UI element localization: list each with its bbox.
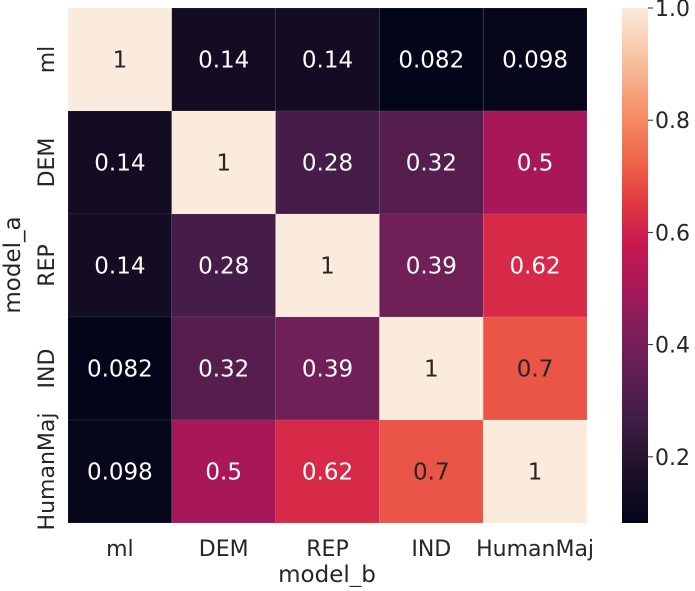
heatmap-cell xyxy=(482,213,588,318)
cell-annotation: 1 xyxy=(216,151,231,177)
heatmap-cell xyxy=(67,316,173,421)
cell-annotation: 0.5 xyxy=(517,151,554,177)
cell-annotation: 0.14 xyxy=(198,48,249,74)
heatmap-cell xyxy=(379,316,484,421)
y-axis-label: model_a xyxy=(0,216,26,313)
cell-annotation: 0.28 xyxy=(302,151,353,177)
cell-annotation: 0.14 xyxy=(94,254,145,280)
heatmap-cell xyxy=(67,419,173,524)
heatmap-cell xyxy=(275,316,380,421)
colorbar-tick-label: 0.4 xyxy=(655,334,690,359)
y-tick-labels: ml DEM REP IND HumanMaj xyxy=(35,46,60,531)
y-tick-label: IND xyxy=(35,349,60,389)
cell-annotation: 1 xyxy=(528,460,543,486)
heatmap-cell xyxy=(482,316,588,421)
heatmap-cells: 1 0.14 0.14 0.082 0.098 0.14 1 0.28 0.32 0.5 0.14 0… xyxy=(67,7,588,524)
heatmap-cell xyxy=(482,7,588,112)
cell-annotation: 0.082 xyxy=(87,357,153,383)
x-tick-labels: ml DEM REP IND HumanMaj xyxy=(106,537,594,562)
cell-annotation: 1 xyxy=(113,48,128,74)
heatmap-cell xyxy=(67,110,173,215)
heatmap-cell xyxy=(275,7,380,112)
cell-annotation: 0.28 xyxy=(198,254,249,280)
y-tick-label: ml xyxy=(35,46,60,74)
x-tick-label: ml xyxy=(106,537,134,562)
cell-annotation: 0.32 xyxy=(406,151,457,177)
heatmap-cell xyxy=(67,7,173,112)
cell-annotation: 0.14 xyxy=(302,48,353,74)
cell-annotation: 0.7 xyxy=(517,357,554,383)
x-tick-label: REP xyxy=(306,537,348,562)
y-tick-label: HumanMaj xyxy=(35,413,60,531)
heatmap-cell xyxy=(171,316,276,421)
colorbar-tick-label: 0.8 xyxy=(655,109,690,134)
heatmap-cell xyxy=(482,419,588,524)
colorbar-tick-label: 1.0 xyxy=(655,0,690,22)
heatmap-cell xyxy=(275,213,380,318)
cell-annotation: 0.7 xyxy=(413,460,450,486)
cell-annotation: 1 xyxy=(320,254,335,280)
y-tick-label: DEM xyxy=(35,138,60,188)
cell-annotation: 0.39 xyxy=(302,357,353,383)
colorbar-ticks: 0.2 0.4 0.6 0.8 1.0 xyxy=(648,0,690,471)
cell-annotation: 0.62 xyxy=(509,254,560,280)
cell-annotation: 0.32 xyxy=(198,357,249,383)
colorbar xyxy=(622,8,648,523)
cell-annotation: 0.5 xyxy=(205,460,242,486)
cell-annotation: 0.098 xyxy=(87,460,153,486)
x-tick-label: DEM xyxy=(199,537,249,562)
heatmap-cell xyxy=(171,213,276,318)
cell-annotation: 0.082 xyxy=(398,48,464,74)
cell-annotation: 0.098 xyxy=(502,48,568,74)
x-tick-label: HumanMaj xyxy=(476,537,594,562)
heatmap-cell xyxy=(482,110,588,215)
heatmap-cell xyxy=(379,213,484,318)
cell-annotation: 0.62 xyxy=(302,460,353,486)
heatmap-cell xyxy=(171,7,276,112)
heatmap-cell xyxy=(379,7,484,112)
cell-annotation: 0.39 xyxy=(406,254,457,280)
heatmap-cell xyxy=(275,419,380,524)
colorbar-tick-label: 0.6 xyxy=(655,221,690,246)
y-tick-label: REP xyxy=(35,244,60,286)
colorbar-tick-label: 0.2 xyxy=(655,446,690,471)
cell-annotation: 0.14 xyxy=(94,151,145,177)
x-tick-label: IND xyxy=(411,537,451,562)
cell-annotation: 1 xyxy=(424,357,439,383)
x-axis-label: model_b xyxy=(278,562,376,587)
heatmap-cell xyxy=(171,110,276,215)
heatmap-cell xyxy=(275,110,380,215)
heatmap-cell xyxy=(171,419,276,524)
